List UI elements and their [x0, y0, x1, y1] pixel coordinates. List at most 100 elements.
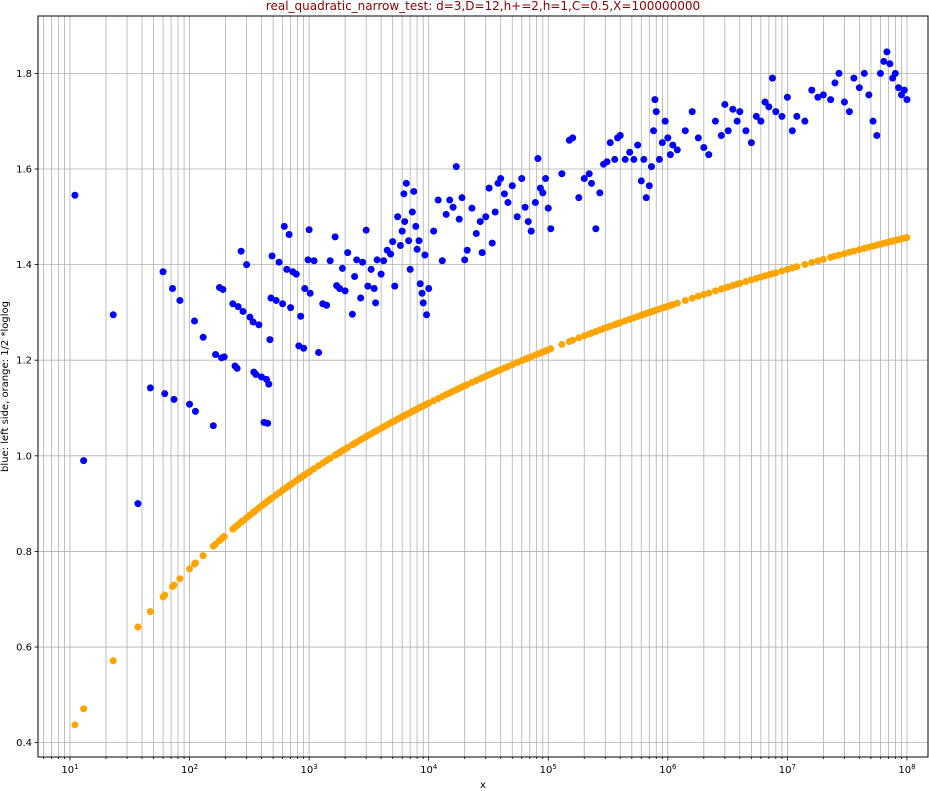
y-tick-label: 1.8 — [16, 69, 32, 80]
blue-point — [819, 91, 827, 99]
blue-point — [542, 175, 550, 183]
blue-point — [724, 127, 732, 135]
blue-point — [362, 226, 370, 234]
blue-point — [415, 237, 423, 245]
blue-point — [243, 261, 251, 269]
blue-point — [285, 230, 293, 238]
orange-point — [569, 336, 577, 344]
blue-point — [344, 249, 352, 257]
orange-point — [186, 565, 194, 573]
y-tick-label: 0.4 — [16, 738, 32, 749]
blue-point — [539, 189, 547, 197]
blue-point — [705, 151, 713, 159]
blue-point — [264, 419, 272, 427]
blue-point — [306, 289, 314, 297]
blue-point — [634, 141, 642, 149]
y-tick-label: 1.6 — [16, 164, 32, 175]
blue-point — [292, 270, 300, 278]
blue-point — [341, 287, 349, 295]
blue-point — [468, 204, 476, 212]
blue-point — [199, 333, 207, 341]
orange-point — [176, 575, 184, 583]
blue-point — [661, 117, 669, 125]
blue-point — [446, 196, 454, 204]
blue-point — [831, 79, 839, 87]
blue-point — [423, 311, 431, 319]
blue-point — [497, 175, 505, 183]
orange-point — [191, 559, 199, 567]
blue-point — [491, 208, 499, 216]
blue-point — [268, 252, 276, 260]
blue-point — [449, 203, 457, 211]
orange-point — [688, 294, 696, 302]
orange-point — [801, 260, 809, 268]
blue-point — [370, 284, 378, 292]
blue-point — [391, 282, 399, 290]
blue-point — [575, 194, 583, 202]
blue-point — [673, 146, 681, 154]
blue-point — [788, 127, 796, 135]
x-tick-label: 103 — [301, 763, 318, 776]
orange-point — [850, 247, 858, 255]
blue-point — [742, 127, 750, 135]
series-blue — [71, 48, 911, 508]
blue-point — [394, 213, 402, 221]
blue-point — [524, 218, 532, 226]
orange-point — [711, 287, 719, 295]
blue-point — [219, 285, 227, 293]
blue-point — [611, 155, 619, 163]
blue-point — [398, 227, 406, 235]
blue-point — [233, 364, 241, 372]
blue-point — [357, 294, 365, 302]
blue-point — [279, 300, 287, 308]
grid — [38, 16, 928, 757]
blue-point — [252, 371, 260, 379]
blue-point — [418, 289, 426, 297]
x-axis-label: x — [480, 780, 486, 791]
blue-point — [642, 194, 650, 202]
blue-point — [266, 336, 274, 344]
blue-point — [338, 264, 346, 272]
blue-point — [694, 134, 702, 142]
blue-point — [323, 301, 331, 309]
blue-point — [588, 179, 596, 187]
blue-point — [430, 227, 438, 235]
orange-point — [558, 340, 566, 348]
blue-point — [406, 265, 414, 273]
blue-point — [669, 141, 677, 149]
blue-point — [621, 155, 629, 163]
blue-point — [616, 132, 624, 140]
blue-point — [886, 60, 894, 68]
blue-point — [827, 96, 835, 104]
blue-point — [396, 241, 404, 249]
orange-point — [673, 299, 681, 307]
blue-point — [389, 238, 397, 246]
blue-point — [655, 155, 663, 163]
blue-point — [304, 256, 312, 264]
blue-point — [359, 258, 367, 266]
blue-point — [419, 299, 427, 307]
orange-point — [547, 345, 555, 353]
blue-point — [413, 245, 421, 253]
blue-point — [603, 158, 611, 166]
blue-point — [364, 282, 372, 290]
blue-point — [452, 163, 460, 171]
blue-point — [592, 225, 600, 233]
orange-point — [146, 608, 154, 616]
blue-point — [650, 127, 658, 135]
blue-point — [640, 155, 648, 163]
orange-point — [71, 721, 79, 729]
blue-point — [637, 177, 645, 185]
blue-point — [626, 148, 634, 156]
blue-point — [658, 139, 666, 147]
blue-point — [134, 500, 142, 508]
blue-point — [169, 284, 177, 292]
blue-point — [377, 270, 385, 278]
blue-point — [840, 98, 848, 106]
series-orange — [71, 233, 911, 729]
orange-point — [742, 278, 750, 286]
blue-point — [301, 284, 309, 292]
blue-point — [249, 318, 257, 326]
blue-point — [461, 256, 469, 264]
blue-point — [186, 400, 194, 408]
